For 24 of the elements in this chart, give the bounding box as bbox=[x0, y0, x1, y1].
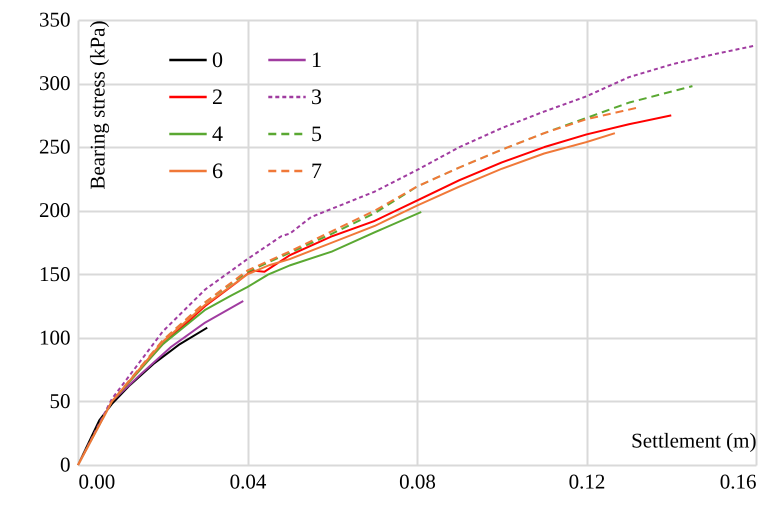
legend-label: 6 bbox=[212, 158, 223, 183]
y-tick-label: 300 bbox=[39, 71, 70, 96]
legend-label: 0 bbox=[212, 47, 223, 72]
line-series bbox=[77, 326, 208, 466]
y-tick-label: 100 bbox=[39, 325, 70, 350]
y-tick-label: 150 bbox=[39, 262, 70, 286]
y-tick-label: 250 bbox=[39, 134, 70, 159]
x-tick-label: 0.00 bbox=[78, 470, 116, 494]
legend-label: 1 bbox=[311, 47, 322, 72]
y-tick-label: 350 bbox=[39, 8, 70, 32]
x-tick-label: 0.08 bbox=[399, 470, 436, 494]
x-tick-label: 0.04 bbox=[230, 470, 267, 494]
x-tick-label: 0.16 bbox=[720, 470, 756, 494]
x-tick-label: 0.12 bbox=[568, 470, 606, 494]
legend-label: 2 bbox=[212, 84, 223, 109]
legend-label: 3 bbox=[311, 84, 322, 109]
y-axis-title: Bearing stress (kPa) bbox=[86, 20, 110, 190]
y-tick-label: 0 bbox=[60, 452, 70, 476]
y-tick-label: 200 bbox=[39, 198, 70, 222]
legend-label: 5 bbox=[311, 121, 322, 146]
legend-label: 7 bbox=[311, 158, 322, 183]
legend-label: 4 bbox=[212, 121, 223, 146]
x-axis-title: Settlement (m) bbox=[631, 428, 756, 452]
y-tick-label: 50 bbox=[50, 388, 70, 413]
